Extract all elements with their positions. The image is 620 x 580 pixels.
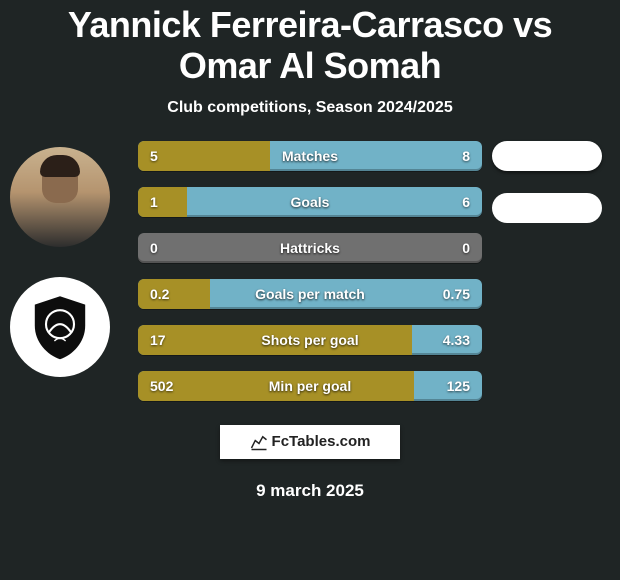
stat-row: 58Matches	[138, 141, 482, 171]
stat-label: Shots per goal	[138, 325, 482, 355]
club-logo	[10, 277, 110, 377]
left-avatars	[10, 147, 110, 407]
stat-label: Matches	[138, 141, 482, 171]
page-subtitle: Club competitions, Season 2024/2025	[0, 99, 620, 117]
stat-row: 16Goals	[138, 187, 482, 217]
player-avatar	[10, 147, 110, 247]
stat-row: 502125Min per goal	[138, 371, 482, 401]
stat-row: 00Hattricks	[138, 233, 482, 263]
footer-date: 9 march 2025	[0, 481, 620, 501]
comparison-panel: 58Matches 16Goals 00Hattricks 0.20.75Goals …	[0, 141, 620, 411]
stat-row: 174.33Shots per goal	[138, 325, 482, 355]
branding-text: FcTables.com	[272, 433, 371, 450]
stat-label: Goals	[138, 187, 482, 217]
stat-label: Goals per match	[138, 279, 482, 309]
pill	[492, 193, 602, 223]
stat-label: Min per goal	[138, 371, 482, 401]
stat-row: 0.20.75Goals per match	[138, 279, 482, 309]
chart-icon	[250, 433, 268, 451]
stat-label: Hattricks	[138, 233, 482, 263]
stat-bars: 58Matches 16Goals 00Hattricks 0.20.75Goals …	[138, 141, 482, 417]
branding-badge[interactable]: FcTables.com	[220, 425, 400, 459]
page-title: Yannick Ferreira-Carrasco vs Omar Al Som…	[0, 0, 620, 87]
right-pills	[492, 141, 602, 239]
pill	[492, 141, 602, 171]
shield-icon	[25, 292, 95, 362]
